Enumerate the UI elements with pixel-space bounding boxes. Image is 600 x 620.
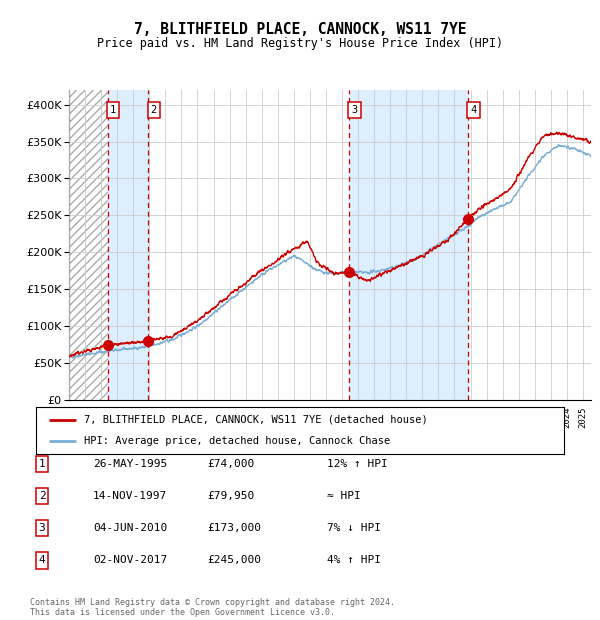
Text: 7, BLITHFIELD PLACE, CANNOCK, WS11 7YE (detached house): 7, BLITHFIELD PLACE, CANNOCK, WS11 7YE (… (83, 415, 427, 425)
Text: 04-JUN-2010: 04-JUN-2010 (93, 523, 167, 533)
Text: 12% ↑ HPI: 12% ↑ HPI (327, 459, 388, 469)
Text: 3: 3 (38, 523, 46, 533)
Text: HPI: Average price, detached house, Cannock Chase: HPI: Average price, detached house, Cann… (83, 436, 390, 446)
Text: 26-MAY-1995: 26-MAY-1995 (93, 459, 167, 469)
Text: 4% ↑ HPI: 4% ↑ HPI (327, 556, 381, 565)
Text: 3: 3 (352, 105, 358, 115)
Text: 1: 1 (110, 105, 116, 115)
Text: £74,000: £74,000 (207, 459, 254, 469)
Bar (107, 90, 148, 400)
Text: Contains HM Land Registry data © Crown copyright and database right 2024.: Contains HM Land Registry data © Crown c… (30, 598, 395, 607)
Text: £245,000: £245,000 (207, 556, 261, 565)
Text: £79,950: £79,950 (207, 491, 254, 501)
Text: £173,000: £173,000 (207, 523, 261, 533)
Text: 7, BLITHFIELD PLACE, CANNOCK, WS11 7YE: 7, BLITHFIELD PLACE, CANNOCK, WS11 7YE (134, 22, 466, 37)
Text: 1: 1 (38, 459, 46, 469)
Text: 2: 2 (151, 105, 157, 115)
Text: Price paid vs. HM Land Registry's House Price Index (HPI): Price paid vs. HM Land Registry's House … (97, 37, 503, 50)
Text: This data is licensed under the Open Government Licence v3.0.: This data is licensed under the Open Gov… (30, 608, 335, 617)
Text: 14-NOV-1997: 14-NOV-1997 (93, 491, 167, 501)
Text: 4: 4 (38, 556, 46, 565)
Bar (69, 90, 107, 400)
Text: ≈ HPI: ≈ HPI (327, 491, 361, 501)
Text: 2: 2 (38, 491, 46, 501)
Text: 7% ↓ HPI: 7% ↓ HPI (327, 523, 381, 533)
Text: 4: 4 (470, 105, 476, 115)
Bar (349, 90, 468, 400)
Text: 02-NOV-2017: 02-NOV-2017 (93, 556, 167, 565)
